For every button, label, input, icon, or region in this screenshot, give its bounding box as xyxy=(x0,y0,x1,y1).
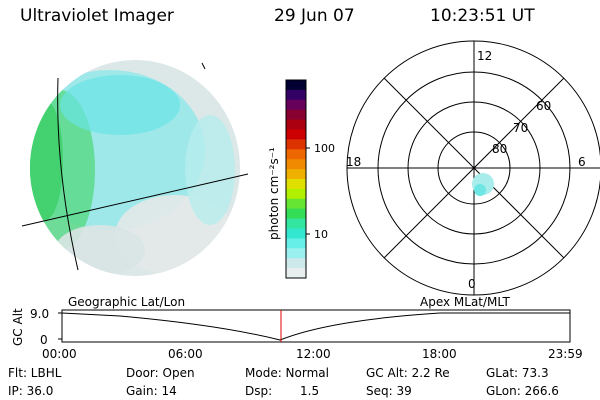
glon-readout: GLon: 266.6 xyxy=(486,384,559,398)
color-scale-segment xyxy=(286,258,306,269)
mlt-label-6: 6 xyxy=(578,155,586,169)
date-label: 29 Jun 07 xyxy=(274,6,355,26)
orbit-timeline xyxy=(58,309,571,343)
color-scale-segment xyxy=(286,89,306,101)
time-tick-1800: 18:00 xyxy=(422,347,457,361)
app-title: Ultraviolet Imager xyxy=(20,6,174,26)
dsp-value: 1.5 xyxy=(300,384,320,398)
timeline-ytick-9: 9.0 xyxy=(30,307,49,321)
color-scale-segment xyxy=(286,238,306,249)
color-scale-segment xyxy=(286,268,306,279)
timeline-left-title: Geographic Lat/Lon xyxy=(68,295,185,309)
time-label: 10:23:51 UT xyxy=(430,6,535,26)
mode-readout: Mode: Normal xyxy=(245,366,329,380)
filter-readout: Flt: LBHL xyxy=(8,366,62,380)
color-tick-label-100: 100 xyxy=(314,142,335,155)
color-scale-segment xyxy=(286,99,306,111)
color-scale-segment xyxy=(286,129,306,140)
time-tick-2359: 23:59 xyxy=(548,347,583,361)
lat-label-60: 60 xyxy=(536,99,551,113)
geo-latitude-line xyxy=(21,173,249,227)
time-tick-0600: 06:00 xyxy=(168,347,203,361)
mlt-label-12: 12 xyxy=(477,49,492,63)
timeline-right-title: Apex MLat/MLT xyxy=(420,295,510,309)
gain-readout: Gain: 14 xyxy=(126,384,177,398)
color-scale-segment xyxy=(286,119,306,130)
color-scale-segment xyxy=(286,188,306,200)
mlt-label-0: 0 xyxy=(468,277,476,291)
mlt-label-18: 18 xyxy=(346,155,361,169)
lat-label-80: 80 xyxy=(492,142,507,156)
color-scale-segment xyxy=(286,139,306,150)
gc-alt-readout: GC Alt: 2.2 Re xyxy=(366,366,450,380)
color-scale-segment xyxy=(286,149,306,160)
time-tick-0000: 00:00 xyxy=(42,347,77,361)
edge-mark xyxy=(201,62,206,70)
auroral-image xyxy=(30,60,240,276)
dsp-label: Dsp: xyxy=(245,384,273,398)
geo-longitude-line xyxy=(57,77,79,271)
color-scale-bar xyxy=(286,80,306,279)
time-tick-1200: 12:00 xyxy=(296,347,331,361)
glat-readout: GLat: 73.3 xyxy=(486,366,549,380)
timeline-ytick-0: 0 xyxy=(40,333,48,347)
ip-readout: IP: 36.0 xyxy=(8,384,54,398)
color-scale-segment xyxy=(286,218,306,229)
color-scale-unit: photon cm⁻²s⁻¹ xyxy=(267,147,281,240)
color-tick-label-10: 10 xyxy=(314,228,328,241)
timeline-ylabel: GC Alt xyxy=(11,308,25,346)
color-scale-segment xyxy=(286,248,306,259)
color-scale-segment xyxy=(286,208,306,220)
seq-readout: Seq: 39 xyxy=(366,384,412,398)
color-scale-segment xyxy=(286,80,306,91)
door-readout: Door: Open xyxy=(126,366,195,380)
color-scale-frame xyxy=(285,79,307,279)
polar-mlt-plot xyxy=(346,40,600,296)
color-scale-segment xyxy=(286,159,306,170)
color-scale-segment xyxy=(286,198,306,210)
lat-label-70: 70 xyxy=(513,121,528,135)
color-scale-segment xyxy=(286,109,306,121)
color-scale-segment xyxy=(286,179,306,190)
color-scale-segment xyxy=(286,228,306,239)
color-scale-segment xyxy=(286,169,306,180)
